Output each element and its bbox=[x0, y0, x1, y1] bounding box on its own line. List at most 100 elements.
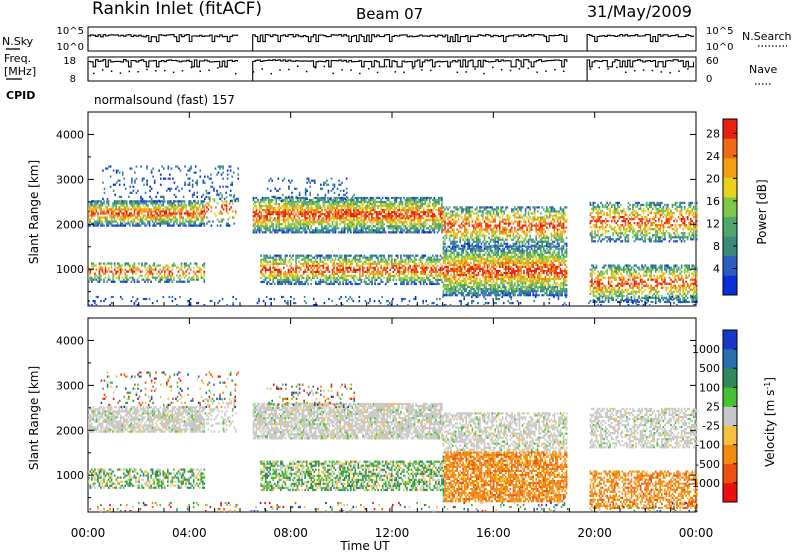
range-gate-cell bbox=[159, 276, 162, 279]
range-gate-cell bbox=[100, 222, 102, 225]
range-gate-cell bbox=[553, 228, 556, 231]
range-gate-cell bbox=[179, 278, 181, 281]
range-gate-cell bbox=[523, 238, 525, 241]
range-gate-cell bbox=[122, 278, 125, 281]
range-gate-cell bbox=[613, 215, 616, 219]
range-gate-cell bbox=[694, 201, 697, 205]
range-gate-cell bbox=[688, 201, 690, 205]
range-gate-cell bbox=[170, 278, 172, 281]
range-gate-cell bbox=[506, 238, 509, 241]
range-gate-cell bbox=[289, 217, 291, 220]
range-gate-cell bbox=[346, 206, 349, 210]
range-gate-cell bbox=[139, 210, 142, 213]
range-gate-cell bbox=[406, 211, 408, 214]
range-gate-cell bbox=[547, 228, 550, 231]
range-gate-cell bbox=[626, 217, 628, 221]
range-gate-cell bbox=[141, 200, 143, 203]
range-gate-cell bbox=[463, 234, 466, 237]
range-gate-cell bbox=[94, 200, 96, 203]
range-gate-cell bbox=[407, 217, 410, 220]
range-gate-cell bbox=[418, 209, 420, 212]
range-gate-cell bbox=[550, 214, 553, 217]
range-gate-cell bbox=[412, 209, 414, 212]
range-gate-cell bbox=[273, 206, 276, 210]
range-gate-cell bbox=[448, 234, 451, 237]
range-gate-cell bbox=[115, 220, 117, 223]
range-gate-cell bbox=[89, 270, 92, 273]
range-gate-cell bbox=[488, 206, 490, 209]
range-gate-cell bbox=[600, 201, 602, 205]
range-gate-cell bbox=[369, 200, 372, 204]
range-gate-cell bbox=[316, 206, 319, 210]
range-gate-cell bbox=[419, 196, 422, 200]
range-gate-cell bbox=[219, 192, 222, 195]
range-gate-cell bbox=[508, 234, 510, 237]
range-gate-cell bbox=[694, 207, 697, 211]
range-gate-cell bbox=[89, 214, 92, 217]
range-gate-cell bbox=[133, 218, 136, 221]
range-gate-cell bbox=[186, 214, 189, 217]
range-gate-cell bbox=[610, 203, 613, 207]
range-gate-cell bbox=[450, 242, 452, 245]
range-gate-cell bbox=[397, 227, 399, 230]
range-gate-cell bbox=[482, 232, 484, 235]
range-gate-cell bbox=[536, 232, 539, 235]
range-gate-cell bbox=[387, 198, 390, 202]
range-gate-cell bbox=[610, 220, 613, 223]
range-gate-cell bbox=[562, 208, 565, 211]
range-gate-cell bbox=[295, 262, 297, 265]
range-gate-cell bbox=[354, 231, 357, 234]
range-gate-cell bbox=[470, 236, 472, 239]
range-gate-cell bbox=[174, 208, 177, 211]
range-gate-cell bbox=[512, 210, 515, 213]
range-gate-cell bbox=[682, 228, 684, 231]
range-gate-cell bbox=[118, 278, 120, 281]
range-gate-cell bbox=[552, 214, 554, 217]
range-gate-cell bbox=[337, 215, 340, 218]
range-gate-cell bbox=[321, 229, 323, 232]
range-gate-cell bbox=[435, 227, 437, 230]
range-gate-cell bbox=[126, 212, 128, 215]
range-gate-cell bbox=[276, 272, 279, 275]
range-gate-cell bbox=[311, 223, 314, 226]
range-gate-cell bbox=[333, 278, 335, 282]
range-gate-cell bbox=[260, 227, 262, 230]
range-gate-cell bbox=[287, 200, 290, 204]
range-gate-cell bbox=[504, 220, 507, 223]
range-gate-cell bbox=[384, 209, 387, 212]
range-gate-cell bbox=[292, 268, 294, 271]
range-gate-cell bbox=[267, 200, 270, 204]
range-gate-cell bbox=[457, 224, 460, 227]
range-gate-cell bbox=[333, 274, 335, 278]
range-gate-cell bbox=[639, 207, 642, 211]
range-gate-cell bbox=[115, 208, 117, 211]
range-gate-cell bbox=[287, 202, 290, 206]
range-gate-cell bbox=[331, 270, 334, 273]
range-gate-cell bbox=[121, 218, 124, 221]
range-gate-cell bbox=[357, 223, 360, 226]
range-gate-cell bbox=[327, 196, 329, 200]
range-gate-cell bbox=[383, 217, 385, 220]
range-gate-cell bbox=[348, 213, 351, 216]
range-gate-cell bbox=[173, 264, 175, 267]
range-gate-cell bbox=[113, 202, 116, 205]
range-gate-cell bbox=[112, 202, 114, 205]
range-gate-cell bbox=[529, 228, 531, 231]
range-gate-cell bbox=[447, 222, 449, 225]
range-gate-cell bbox=[374, 206, 376, 210]
range-gate-cell bbox=[289, 274, 291, 278]
range-gate-cell bbox=[384, 215, 387, 218]
range-gate-cell bbox=[400, 221, 402, 224]
range-gate-cell bbox=[377, 229, 379, 232]
range-gate-cell bbox=[302, 254, 305, 257]
range-gate-cell bbox=[549, 214, 551, 217]
range-gate-cell bbox=[645, 226, 648, 229]
range-gate-cell bbox=[387, 227, 390, 230]
range-gate-cell bbox=[298, 282, 300, 286]
range-gate-cell bbox=[95, 204, 98, 207]
range-gate-cell bbox=[495, 212, 498, 215]
range-gate-cell bbox=[480, 234, 483, 237]
range-gate-cell bbox=[457, 218, 460, 221]
nave-dot bbox=[430, 69, 432, 72]
range-gate-cell bbox=[287, 272, 290, 275]
